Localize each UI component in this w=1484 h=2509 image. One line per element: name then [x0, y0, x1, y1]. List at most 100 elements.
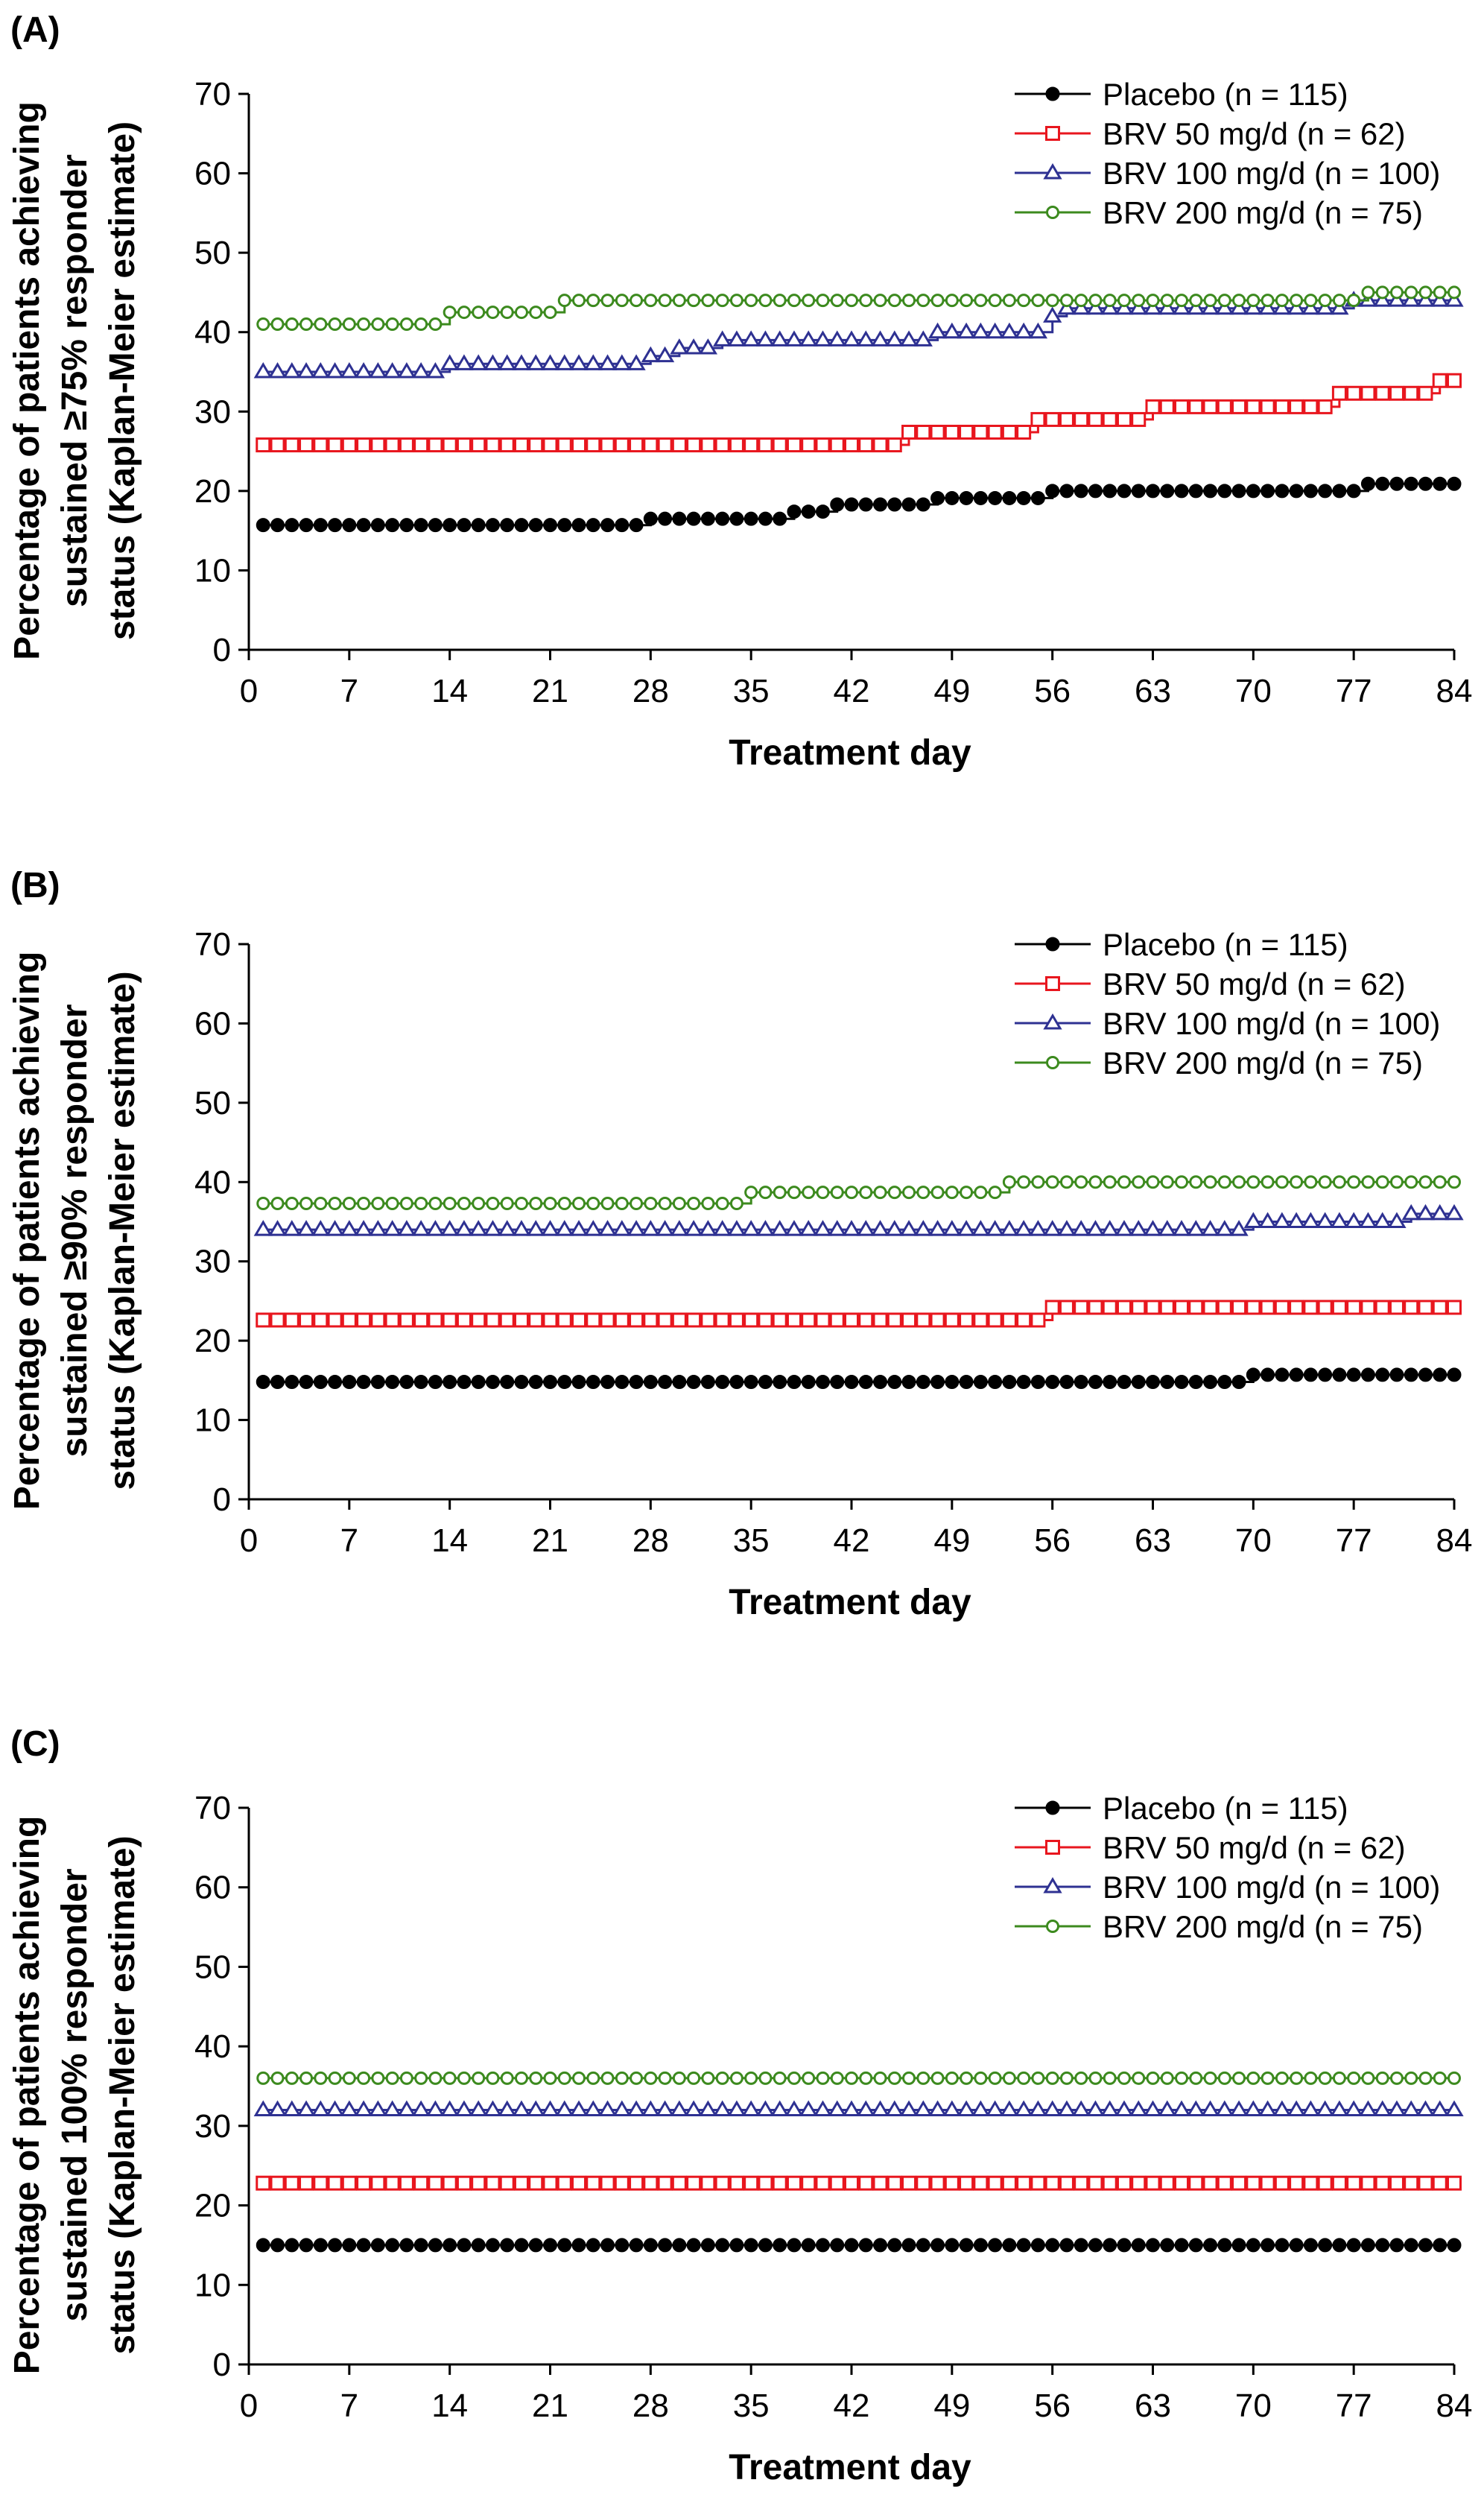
data-point	[1418, 1300, 1433, 1315]
data-point	[411, 1220, 431, 1236]
data-point	[727, 330, 746, 347]
data-point	[1243, 1212, 1263, 1228]
data-point	[1074, 1300, 1089, 1315]
data-point	[729, 2071, 743, 2085]
data-point	[974, 1186, 988, 1200]
data-point	[1016, 1312, 1032, 1328]
data-point	[713, 2100, 732, 2117]
data-point	[973, 2238, 988, 2253]
data-point	[828, 2100, 847, 2117]
data-point	[1002, 1374, 1017, 1389]
data-point	[256, 1374, 270, 1389]
x-tick-label: 35	[733, 2388, 770, 2424]
data-point	[830, 497, 845, 512]
data-point	[714, 437, 730, 453]
data-point	[930, 1186, 945, 1200]
data-point	[916, 294, 930, 308]
data-point	[829, 1312, 845, 1328]
legend-swatch-marker	[1045, 937, 1060, 952]
data-point	[671, 437, 687, 453]
data-point	[1159, 2175, 1175, 2191]
data-point	[1316, 1212, 1335, 1228]
data-point	[1344, 2100, 1363, 2117]
data-point	[830, 294, 844, 308]
data-point	[370, 1312, 386, 1328]
data-point	[873, 497, 888, 512]
data-point	[786, 1312, 802, 1328]
data-point	[1246, 2071, 1261, 2085]
y-axis-title-line: sustained ≥90% responder	[55, 1004, 95, 1458]
data-point	[498, 2100, 517, 2117]
data-point	[1289, 399, 1304, 414]
data-point	[1217, 294, 1231, 308]
data-point	[485, 2238, 500, 2253]
data-point	[528, 2238, 543, 2253]
data-point	[1261, 1367, 1275, 1382]
data-point	[672, 1374, 687, 1389]
x-tick-label: 84	[1436, 1522, 1473, 1559]
data-point	[328, 317, 342, 332]
data-point	[1232, 294, 1246, 308]
data-point	[571, 518, 586, 533]
data-point	[715, 2071, 729, 2085]
data-point	[1401, 1203, 1421, 1221]
data-point	[1074, 294, 1088, 308]
data-point	[285, 518, 299, 533]
data-point	[1275, 1175, 1289, 1189]
data-point	[370, 2238, 385, 2253]
x-tick-label: 28	[632, 673, 669, 709]
data-point	[1289, 2175, 1304, 2191]
data-point	[1002, 294, 1016, 308]
series-3	[253, 1203, 1464, 1236]
data-point	[512, 2100, 531, 2117]
data-point	[256, 2238, 270, 2253]
data-point	[1331, 385, 1347, 401]
data-point	[1274, 2175, 1290, 2191]
data-point	[630, 1197, 644, 1211]
data-point	[270, 437, 285, 453]
data-point	[1146, 2071, 1160, 2085]
data-point	[686, 2175, 702, 2191]
data-point	[828, 1220, 847, 1236]
data-point	[513, 2175, 529, 2191]
x-tick-label: 42	[834, 673, 870, 709]
data-point	[1290, 2071, 1304, 2085]
data-point	[572, 294, 586, 308]
x-tick-label: 63	[1135, 2388, 1171, 2424]
data-point	[597, 354, 618, 370]
data-point	[1246, 2238, 1261, 2253]
data-point	[586, 2175, 601, 2191]
data-point	[586, 1374, 600, 1389]
data-point	[428, 2071, 443, 2085]
data-point	[457, 2071, 471, 2085]
y-tick-label: 30	[194, 393, 231, 430]
data-point	[1059, 2175, 1074, 2191]
data-point	[1174, 484, 1189, 499]
x-tick-label: 63	[1135, 673, 1171, 709]
data-point	[284, 437, 299, 453]
data-point	[443, 2238, 457, 2253]
data-point	[945, 1186, 959, 1200]
y-tick-label: 70	[194, 926, 231, 963]
data-point	[1361, 1175, 1375, 1189]
data-point	[1045, 1175, 1059, 1189]
data-point	[856, 1220, 875, 1236]
data-point	[1229, 1220, 1249, 1236]
data-point	[772, 437, 787, 453]
data-point	[1131, 2238, 1146, 2253]
data-point	[514, 2238, 529, 2253]
x-tick-label: 21	[532, 2388, 568, 2424]
y-tick-label: 0	[213, 2347, 231, 2383]
data-point	[253, 1220, 273, 1236]
y-axis-title-line: status (Kaplan-Meier estimate)	[103, 1835, 142, 2354]
legend-item: BRV 100 mg/d (n = 100)	[1015, 156, 1440, 191]
data-point	[916, 497, 930, 512]
data-point	[498, 354, 517, 370]
data-point	[1200, 1220, 1220, 1236]
data-point	[741, 1220, 761, 1236]
data-point	[743, 1312, 759, 1328]
data-point	[1160, 294, 1174, 308]
data-point	[1418, 1367, 1433, 1382]
data-point	[945, 490, 960, 505]
